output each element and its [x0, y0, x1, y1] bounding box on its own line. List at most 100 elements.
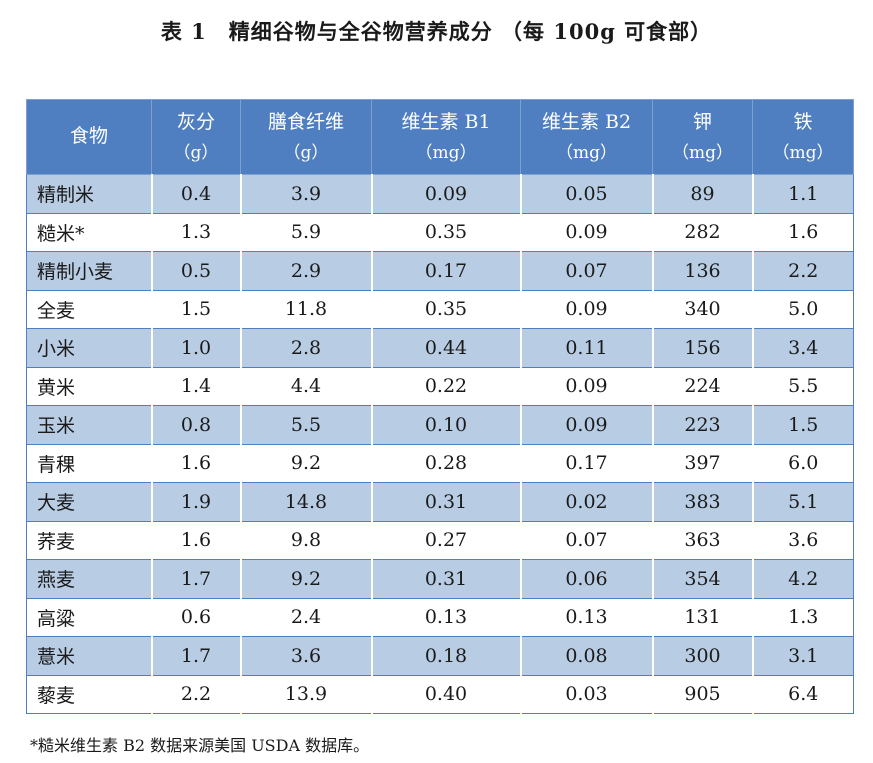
cell-food: 高粱	[26, 597, 153, 637]
cell-food: 大麦	[26, 482, 153, 522]
cell-vitamin-b2: 0.09	[519, 289, 654, 329]
table-row: 大麦 1.9 14.8 0.31 0.02 383 5.1	[26, 482, 854, 522]
cell-potassium: 131	[651, 597, 754, 637]
cell-ash: 1.7	[150, 559, 242, 599]
cell-fiber: 4.4	[239, 366, 373, 406]
cell-vitamin-b2: 0.06	[519, 559, 654, 599]
table-row: 糙米* 1.3 5.9 0.35 0.09 282 1.6	[26, 212, 854, 252]
table-title: 表 1 精细谷物与全谷物营养成分 （每 100g 可食部）	[160, 19, 713, 44]
cell-ash: 0.5	[150, 251, 242, 291]
cell-vitamin-b1: 0.44	[370, 328, 522, 368]
table-row: 高粱 0.6 2.4 0.13 0.13 131 1.3	[26, 597, 854, 637]
cell-vitamin-b2: 0.07	[519, 251, 654, 291]
cell-ash: 1.6	[150, 520, 242, 560]
cell-fiber: 14.8	[239, 482, 373, 522]
table-row: 全麦 1.5 11.8 0.35 0.09 340 5.0	[26, 289, 854, 329]
cell-iron: 1.3	[751, 597, 854, 637]
cell-vitamin-b1: 0.09	[370, 174, 522, 214]
cell-potassium: 363	[651, 520, 754, 560]
header-fiber: 膳食纤维 （g）	[240, 99, 372, 175]
cell-food: 薏米	[26, 636, 153, 676]
cell-ash: 1.4	[150, 366, 242, 406]
header-label: 维生素 B1	[401, 111, 491, 134]
cell-fiber: 11.8	[239, 289, 373, 329]
cell-vitamin-b2: 0.05	[519, 174, 654, 214]
cell-vitamin-b1: 0.35	[370, 212, 522, 252]
cell-fiber: 2.4	[239, 597, 373, 637]
cell-potassium: 354	[651, 559, 754, 599]
cell-iron: 5.5	[751, 366, 854, 406]
cell-potassium: 156	[651, 328, 754, 368]
cell-vitamin-b2: 0.13	[519, 597, 654, 637]
cell-vitamin-b1: 0.28	[370, 443, 522, 483]
header-vitamin-b1: 维生素 B1 （mg）	[371, 99, 521, 175]
header-label: 膳食纤维	[267, 111, 344, 134]
header-label: 灰分	[176, 111, 215, 134]
footnote: *糙米维生素 B2 数据来源美国 USDA 数据库。	[30, 736, 370, 755]
cell-fiber: 5.5	[239, 405, 373, 445]
table-row: 精制小麦 0.5 2.9 0.17 0.07 136 2.2	[26, 251, 854, 291]
cell-potassium: 383	[651, 482, 754, 522]
header-label: 维生素 B2	[541, 111, 632, 134]
cell-vitamin-b1: 0.22	[370, 366, 522, 406]
cell-iron: 2.2	[751, 251, 854, 291]
header-unit: （mg）	[415, 142, 477, 163]
cell-vitamin-b1: 0.27	[370, 520, 522, 560]
cell-iron: 3.6	[751, 520, 854, 560]
header-unit: （mg）	[671, 142, 733, 163]
cell-food: 糙米*	[26, 212, 153, 252]
table-row: 精制米 0.4 3.9 0.09 0.05 89 1.1	[26, 174, 854, 214]
cell-potassium: 300	[651, 636, 754, 676]
cell-potassium: 397	[651, 443, 754, 483]
cell-vitamin-b2: 0.07	[519, 520, 654, 560]
cell-food: 精制小麦	[26, 251, 153, 291]
cell-ash: 1.5	[150, 289, 242, 329]
header-label: 钾	[692, 111, 712, 134]
table-header-row: 食物 灰分 （g） 膳食纤维 （g） 维生素 B1 （mg） 维生素 B2 （m…	[26, 99, 854, 175]
cell-ash: 1.7	[150, 636, 242, 676]
cell-vitamin-b1: 0.10	[370, 405, 522, 445]
table-row: 薏米 1.7 3.6 0.18 0.08 300 3.1	[26, 636, 854, 676]
cell-iron: 1.6	[751, 212, 854, 252]
cell-vitamin-b2: 0.09	[519, 405, 654, 445]
header-unit: （g）	[283, 142, 329, 163]
cell-vitamin-b1: 0.40	[370, 674, 522, 714]
cell-food: 精制米	[26, 174, 153, 214]
cell-ash: 0.8	[150, 405, 242, 445]
cell-vitamin-b2: 0.11	[519, 328, 654, 368]
table-row: 玉米 0.8 5.5 0.10 0.09 223 1.5	[26, 405, 854, 445]
cell-potassium: 223	[651, 405, 754, 445]
cell-ash: 0.6	[150, 597, 242, 637]
cell-food: 青稞	[26, 443, 153, 483]
cell-vitamin-b1: 0.35	[370, 289, 522, 329]
header-ash: 灰分 （g）	[151, 99, 241, 175]
cell-iron: 1.5	[751, 405, 854, 445]
cell-food: 荞麦	[26, 520, 153, 560]
cell-potassium: 224	[651, 366, 754, 406]
cell-vitamin-b2: 0.08	[519, 636, 654, 676]
cell-ash: 1.0	[150, 328, 242, 368]
cell-fiber: 2.9	[239, 251, 373, 291]
cell-potassium: 89	[651, 174, 754, 214]
table-row: 燕麦 1.7 9.2 0.31 0.06 354 4.2	[26, 559, 854, 599]
cell-vitamin-b1: 0.18	[370, 636, 522, 676]
cell-vitamin-b2: 0.17	[519, 443, 654, 483]
cell-potassium: 340	[651, 289, 754, 329]
cell-iron: 6.0	[751, 443, 854, 483]
cell-ash: 2.2	[150, 674, 242, 714]
cell-potassium: 282	[651, 212, 754, 252]
cell-ash: 0.4	[150, 174, 242, 214]
cell-iron: 3.1	[751, 636, 854, 676]
cell-ash: 1.3	[150, 212, 242, 252]
cell-food: 黄米	[26, 366, 153, 406]
cell-ash: 1.6	[150, 443, 242, 483]
cell-vitamin-b2: 0.09	[519, 366, 654, 406]
cell-fiber: 2.8	[239, 328, 373, 368]
cell-fiber: 3.9	[239, 174, 373, 214]
header-food: 食物	[26, 99, 152, 175]
cell-potassium: 905	[651, 674, 754, 714]
cell-food: 玉米	[26, 405, 153, 445]
table-row: 青稞 1.6 9.2 0.28 0.17 397 6.0	[26, 443, 854, 483]
cell-fiber: 5.9	[239, 212, 373, 252]
cell-ash: 1.9	[150, 482, 242, 522]
